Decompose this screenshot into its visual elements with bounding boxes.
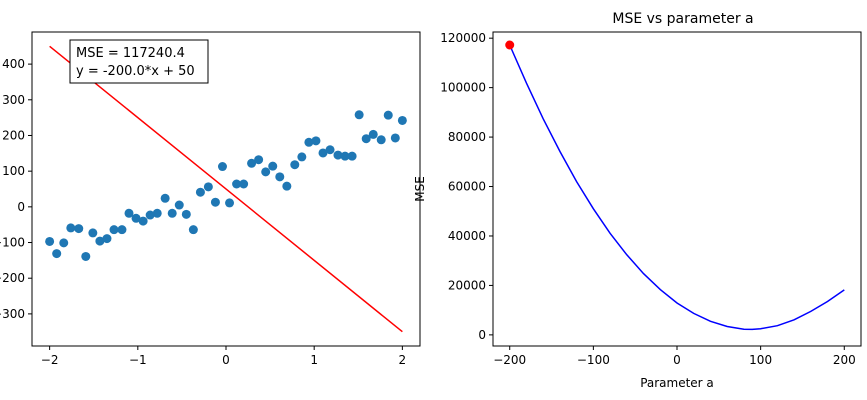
annotation-mse-text: MSE = 117240.4 — [76, 46, 185, 61]
data-point — [81, 251, 91, 261]
data-point — [282, 181, 292, 191]
data-point — [268, 161, 278, 171]
mse-annotation-box: MSE = 117240.4 y = -200.0*x + 50 — [69, 39, 209, 84]
data-point — [368, 129, 378, 139]
data-point — [247, 158, 257, 168]
annotation-equation-text: y = -200.0*x + 50 — [76, 64, 195, 79]
data-point — [59, 238, 69, 248]
data-point — [174, 200, 184, 210]
data-point — [181, 209, 191, 219]
data-point — [376, 135, 386, 145]
right-y-tick-label: 0 — [478, 328, 486, 342]
data-point — [261, 167, 271, 177]
right-x-tick-label: −200 — [493, 353, 526, 367]
data-point — [275, 172, 285, 182]
data-point — [45, 236, 55, 246]
data-point — [95, 236, 105, 246]
data-point — [109, 225, 119, 235]
left-y-tick-label: −300 — [0, 307, 25, 321]
data-point — [138, 216, 148, 226]
left-y-tick-label: −200 — [0, 271, 25, 285]
data-point — [347, 151, 357, 161]
data-point — [383, 110, 393, 120]
left-scatter-plot: −2 −1 0 1 2 −300 −200 −100 0 100 200 300 400 MSE = 1… — [0, 31, 421, 367]
data-point — [160, 193, 170, 203]
right-y-tick-label: 100000 — [440, 81, 486, 95]
data-point — [131, 213, 141, 223]
data-point — [145, 210, 155, 220]
data-point — [311, 136, 321, 146]
right-x-tick-label: 200 — [833, 353, 856, 367]
left-x-tick-label: −2 — [41, 353, 59, 367]
data-point — [102, 234, 112, 244]
right-mse-plot: MSE vs parameter a −200 −100 0 100 200 0 20000… — [413, 11, 862, 390]
left-plot-marks — [45, 45, 407, 333]
right-x-tick-label: 0 — [673, 353, 681, 367]
data-point — [304, 137, 314, 147]
left-y-tick-label: 100 — [2, 164, 25, 178]
data-point — [340, 151, 350, 161]
annotation-frame — [69, 39, 209, 84]
data-point — [117, 225, 127, 235]
right-x-tick-label: −100 — [577, 353, 610, 367]
current-parameter-marker — [505, 40, 515, 50]
data-point — [74, 224, 84, 234]
data-point — [333, 150, 343, 160]
data-point — [232, 179, 242, 189]
right-plot-marks — [505, 40, 845, 331]
data-point — [325, 145, 335, 155]
left-x-tick-label: 1 — [310, 353, 318, 367]
left-axis-ticks: −2 −1 0 1 2 −300 −200 −100 0 100 200 300 400 — [0, 57, 406, 367]
left-y-tick-label: 300 — [2, 93, 25, 107]
left-y-tick-label: 200 — [2, 128, 25, 142]
data-point — [66, 223, 76, 233]
data-point — [195, 187, 205, 197]
left-x-tick-label: 0 — [222, 353, 230, 367]
data-point — [397, 115, 407, 125]
data-point — [254, 155, 264, 165]
mse-curve — [509, 44, 845, 331]
data-point — [225, 198, 235, 208]
data-point — [318, 148, 328, 158]
data-point — [167, 208, 177, 218]
data-point — [210, 197, 220, 207]
right-y-axis-label: MSE — [413, 176, 427, 202]
data-point — [203, 182, 213, 192]
data-point — [88, 228, 98, 238]
right-x-tick-label: 100 — [749, 353, 772, 367]
data-point — [188, 225, 198, 235]
right-y-tick-label: 40000 — [448, 229, 486, 243]
right-x-axis-label: Parameter a — [640, 376, 714, 390]
left-y-tick-label: 400 — [2, 57, 25, 71]
data-point — [290, 160, 300, 170]
data-point — [297, 152, 307, 162]
data-point — [361, 134, 371, 144]
data-point — [52, 249, 62, 259]
right-y-tick-label: 120000 — [440, 31, 486, 45]
data-point — [239, 179, 249, 189]
right-y-tick-label: 20000 — [448, 278, 486, 292]
data-point — [390, 133, 400, 143]
data-point — [354, 110, 364, 120]
data-point — [124, 208, 134, 218]
right-y-tick-label: 80000 — [448, 130, 486, 144]
left-clipped-marks — [45, 45, 407, 333]
data-point — [152, 208, 162, 218]
left-x-tick-label: −1 — [129, 353, 147, 367]
left-y-tick-label: 0 — [17, 200, 25, 214]
left-x-tick-label: 2 — [399, 353, 407, 367]
left-y-tick-label: −100 — [0, 236, 25, 250]
data-point — [217, 162, 227, 172]
right-plot-title: MSE vs parameter a — [612, 11, 753, 27]
right-axis-ticks: −200 −100 0 100 200 0 20000 40000 60000 80000 1000… — [440, 31, 856, 367]
right-y-tick-label: 60000 — [448, 180, 486, 194]
fit-line — [49, 45, 403, 333]
